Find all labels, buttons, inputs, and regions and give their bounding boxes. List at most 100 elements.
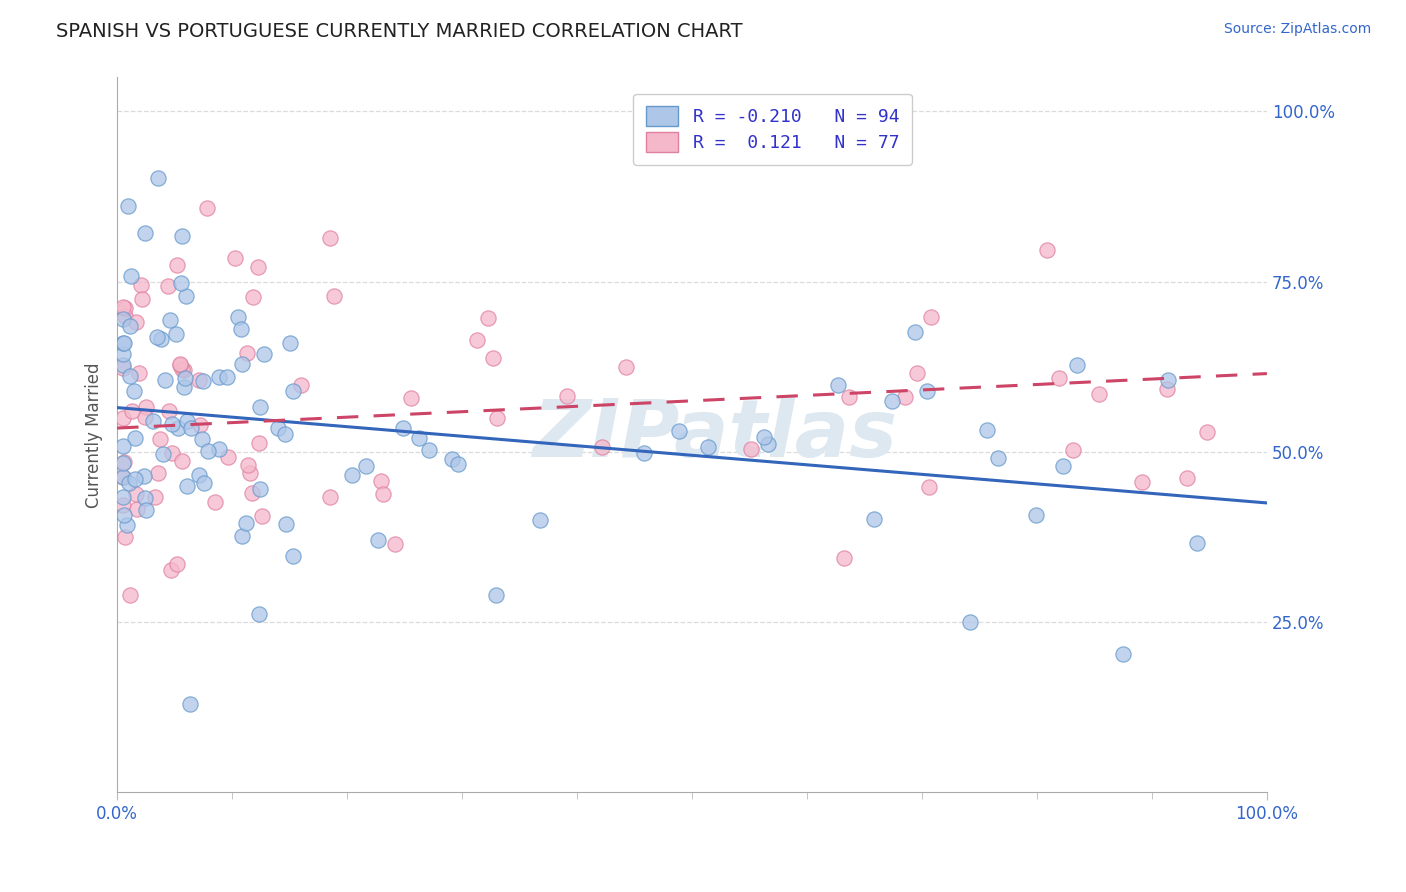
Point [149, 332, 172, 346]
Point [111, 312, 134, 326]
Point [152, 446, 174, 460]
Point [118, 475, 141, 490]
Point [267, 421, 290, 435]
Point [111, 490, 134, 504]
Point [1025, 508, 1047, 522]
Point [124, 384, 146, 398]
Point [166, 557, 188, 571]
Point [827, 377, 849, 392]
Point [273, 427, 295, 442]
Point [555, 389, 578, 403]
Point [236, 458, 259, 472]
Point [131, 293, 153, 307]
Point [111, 498, 134, 512]
Point [894, 390, 917, 404]
Point [120, 268, 142, 283]
Point [1047, 371, 1070, 385]
Point [904, 326, 927, 340]
Point [114, 301, 136, 315]
Point [1197, 425, 1219, 439]
Point [215, 370, 238, 384]
Point [959, 615, 981, 629]
Point [1185, 536, 1208, 550]
Point [142, 414, 165, 428]
Point [614, 360, 637, 375]
Text: ZIPatlas: ZIPatlas [533, 396, 897, 474]
Point [169, 357, 191, 371]
Point [191, 432, 214, 446]
Point [340, 467, 363, 482]
Point [239, 466, 262, 480]
Point [173, 370, 195, 384]
Point [229, 322, 252, 336]
Point [114, 310, 136, 324]
Point [1157, 373, 1180, 387]
Point [114, 530, 136, 544]
Point [197, 444, 219, 458]
Point [832, 551, 855, 566]
Point [1111, 648, 1133, 662]
Point [165, 327, 187, 342]
Point [111, 360, 134, 375]
Point [1052, 458, 1074, 473]
Point [159, 313, 181, 327]
Point [135, 401, 157, 415]
Point [391, 421, 413, 435]
Point [120, 368, 142, 383]
Point [247, 435, 270, 450]
Point [173, 380, 195, 394]
Point [129, 277, 152, 292]
Point [1156, 382, 1178, 396]
Point [169, 358, 191, 372]
Point [166, 258, 188, 272]
Point [174, 289, 197, 303]
Point [160, 563, 183, 577]
Point [697, 440, 720, 454]
Point [249, 483, 271, 497]
Point [111, 469, 134, 483]
Point [146, 170, 169, 185]
Point [208, 442, 231, 457]
Point [477, 310, 499, 325]
Point [418, 443, 440, 458]
Point [231, 529, 253, 543]
Point [319, 230, 342, 244]
Point [862, 512, 884, 526]
Point [235, 516, 257, 530]
Point [170, 454, 193, 468]
Point [124, 431, 146, 445]
Point [111, 358, 134, 372]
Point [1066, 358, 1088, 372]
Point [1036, 244, 1059, 258]
Point [367, 533, 389, 547]
Point [128, 366, 150, 380]
Legend: R = -0.210   N = 94, R =  0.121   N = 77: R = -0.210 N = 94, R = 0.121 N = 77 [633, 94, 912, 165]
Point [465, 333, 488, 347]
Point [172, 362, 194, 376]
Point [236, 345, 259, 359]
Point [117, 517, 139, 532]
Point [193, 475, 215, 490]
Point [668, 424, 690, 438]
Point [111, 470, 134, 484]
Point [111, 347, 134, 361]
Point [249, 401, 271, 415]
Point [125, 487, 148, 501]
Point [242, 290, 264, 304]
Point [905, 367, 928, 381]
Point [170, 229, 193, 244]
Point [224, 251, 246, 265]
Point [111, 455, 134, 469]
Text: SPANISH VS PORTUGUESE CURRENTLY MARRIED CORRELATION CHART: SPANISH VS PORTUGUESE CURRENTLY MARRIED … [56, 22, 742, 41]
Point [246, 260, 269, 275]
Point [176, 414, 198, 428]
Point [149, 432, 172, 446]
Point [756, 437, 779, 451]
Point [231, 357, 253, 371]
Point [134, 227, 156, 241]
Point [240, 486, 263, 500]
Point [111, 300, 134, 314]
Point [121, 403, 143, 417]
Point [124, 472, 146, 486]
Point [408, 431, 430, 445]
